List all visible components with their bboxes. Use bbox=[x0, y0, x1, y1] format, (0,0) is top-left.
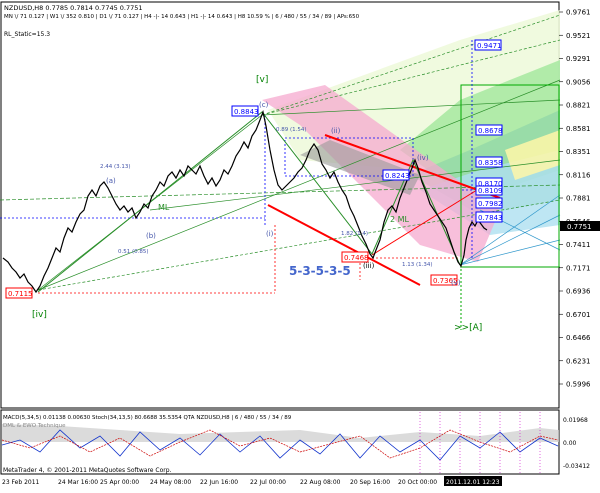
wave-label-group: [v] [iv] (a) (b) (c) (i) (ii) (iii) (iv)… bbox=[32, 75, 482, 333]
macd-axis: 0.01968 0.00 -0.03412 bbox=[563, 417, 590, 470]
fib-text-4: 1.82 (1.4) bbox=[341, 231, 368, 237]
wave-label-b: (b) bbox=[146, 232, 156, 240]
price-box-0.8358: 0.8358 bbox=[478, 159, 503, 167]
wave-label-iii: (iii) bbox=[363, 262, 375, 270]
price-box-0.7365: 0.7365 bbox=[433, 277, 458, 285]
time-axis-label: 24 May 08:00 bbox=[150, 479, 191, 486]
price-tick-label: 0.9761 bbox=[566, 9, 591, 17]
price-tick-label: 0.8351 bbox=[566, 148, 591, 156]
price-tick-label: 0.8581 bbox=[566, 125, 591, 133]
lower-trendline bbox=[267, 204, 421, 286]
fib-text-group: 2.44 (3.13) 0.51 (0.85) 0.89 (1.54) 1.82… bbox=[100, 127, 433, 268]
wave-label-v: (v) bbox=[451, 279, 461, 287]
time-axis-label: 24 Mar 16:00 bbox=[58, 479, 98, 486]
time-axis-label: 20 Sep 16:00 bbox=[350, 479, 390, 486]
price-box-0.8243: 0.8243 bbox=[385, 172, 410, 180]
price-tick-label: 0.7171 bbox=[566, 264, 591, 272]
copyright-label: MetaTrader 4, © 2001-2011 MetaQuotes Sof… bbox=[3, 467, 172, 474]
indicator-title: MACD(5,34,5) 0.01138 0.00630 Stoch(34,13… bbox=[3, 415, 292, 421]
price-tick-label: 0.9521 bbox=[566, 32, 591, 40]
rl-static-label: RL_Static=15.3 bbox=[4, 31, 50, 38]
fib-text-5: 1.13 (1.34) bbox=[402, 262, 433, 268]
current-price-label: 0.7751 bbox=[567, 223, 592, 231]
blue-dashed-lines bbox=[0, 40, 473, 260]
indicator-subtitle: DML & EWO Technique bbox=[3, 423, 66, 429]
time-axis-label: 2011.12.01 12:23 bbox=[446, 479, 500, 486]
price-box-0.7115: 0.7115 bbox=[8, 290, 33, 298]
price-box-0.7468: 0.7468 bbox=[344, 254, 369, 262]
price-tick-label: 0.5996 bbox=[566, 381, 591, 389]
price-tick-label: 0.9291 bbox=[566, 55, 591, 63]
time-axis-label: 22 Jun 16:00 bbox=[200, 479, 238, 486]
indicator-content bbox=[1, 412, 559, 474]
fib-text-2: 0.51 (0.85) bbox=[118, 249, 149, 255]
price-box-0.8678: 0.8678 bbox=[478, 127, 503, 135]
price-tick-label: 0.8821 bbox=[566, 102, 591, 110]
target-label: >>[A] bbox=[454, 323, 482, 333]
fib-text-3: 0.89 (1.54) bbox=[276, 127, 307, 133]
wave-label-c: (c) bbox=[259, 101, 269, 109]
wave-label-iv: (iv) bbox=[417, 154, 429, 162]
target-box bbox=[460, 84, 560, 268]
time-axis-label: 22 Jul 00:00 bbox=[250, 479, 286, 486]
price-tick-label: 0.7881 bbox=[566, 195, 591, 203]
time-axis: 23 Feb 2011 24 Mar 16:00 25 Apr 00:00 24 Ma… bbox=[2, 476, 502, 486]
price-tick-label: 0.6936 bbox=[566, 288, 591, 296]
current-price-marker bbox=[560, 221, 600, 231]
price-tick-label: 0.6231 bbox=[566, 357, 591, 365]
macd-tick-label: 0.01968 bbox=[563, 417, 588, 424]
symbol-header: NZDUSD,H8 0.7785 0.7814 0.7745 0.7751 bbox=[4, 4, 143, 12]
time-axis-label: 23 Feb 2011 bbox=[2, 479, 40, 486]
wave-label-iv-bottom: [iv] bbox=[32, 310, 47, 320]
price-box-0.7843: 0.7843 bbox=[478, 214, 503, 222]
fib-text-1: 2.44 (3.13) bbox=[100, 164, 131, 170]
price-box-0.8170: 0.8170 bbox=[478, 180, 503, 188]
price-tick-label: 0.9056 bbox=[566, 78, 591, 86]
red-thin-line bbox=[371, 184, 486, 256]
time-axis-label: 22 Aug 08:00 bbox=[300, 479, 341, 486]
price-tick-label: 0.6466 bbox=[566, 334, 591, 342]
wave-label-a: (a) bbox=[106, 177, 116, 185]
price-axis: 0.9761 0.9521 0.9291 0.9056 0.8821 0.8581 0.83… bbox=[559, 9, 591, 389]
macd-tick-label: 0.00 bbox=[563, 440, 577, 447]
price-box-0.7982: 0.7982 bbox=[478, 200, 503, 208]
price-box-0.9471: 0.9471 bbox=[477, 42, 502, 50]
wave-pattern-label: 5-3-5-3-5 bbox=[289, 264, 351, 278]
wave-count-line bbox=[37, 111, 461, 293]
wave-label-ii: (ii) bbox=[331, 127, 341, 135]
time-axis-label: 25 Apr 00:00 bbox=[100, 479, 139, 486]
price-tick-label: 0.7411 bbox=[566, 241, 591, 249]
median-line-label: ML bbox=[158, 203, 170, 212]
price-tick-label: 0.6701 bbox=[566, 311, 591, 319]
wave-label-i: (i) bbox=[266, 230, 274, 238]
timeframe-header: MN \/ 71 0.127 | W1 \/ 352 0.810 | D1 \/… bbox=[4, 14, 360, 20]
price-series bbox=[2, 109, 488, 294]
price-box-0.8843: 0.8843 bbox=[234, 108, 259, 116]
wave-label-v-top: [v] bbox=[256, 75, 268, 85]
price-tick-label: 0.8116 bbox=[566, 171, 591, 179]
time-axis-label: 20 Oct 00:00 bbox=[398, 479, 437, 486]
price-box-0.8109: 0.8109 bbox=[478, 187, 503, 195]
median-line-label-2: 2 ML bbox=[390, 215, 410, 224]
macd-tick-label: -0.03412 bbox=[563, 463, 590, 470]
grey-zone bbox=[300, 140, 420, 195]
price-label-group: 0.7115 0.8843 0.7468 0.8243 0.7365 0.947… bbox=[5, 39, 503, 299]
yellow-zone bbox=[505, 130, 560, 180]
